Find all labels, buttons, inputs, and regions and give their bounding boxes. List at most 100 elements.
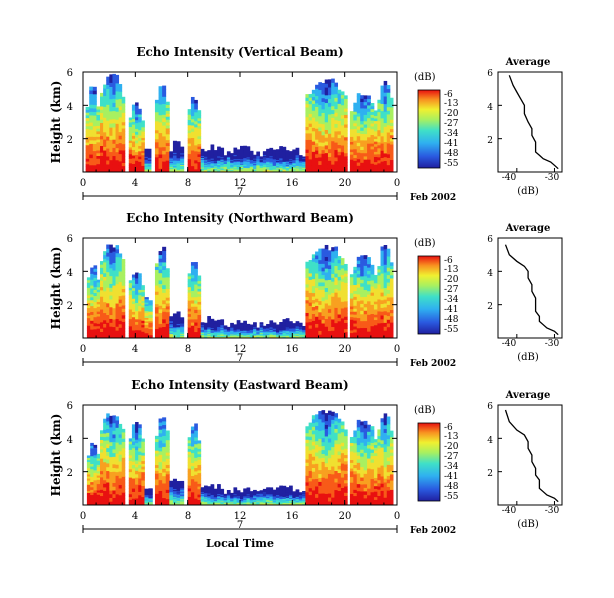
echo-cell [86, 494, 91, 498]
echo-cell [165, 104, 170, 108]
echo-cell [138, 305, 142, 309]
echo-cell [230, 322, 234, 324]
echo-cell [200, 152, 205, 155]
echo-cell [334, 116, 339, 121]
echo-cell [256, 153, 261, 155]
echo-cell [269, 326, 274, 328]
echo-cell [103, 153, 107, 158]
echo-cell [259, 165, 264, 167]
echo-cell [121, 112, 126, 116]
echo-cell [380, 143, 385, 148]
echo-cell [233, 157, 238, 160]
echo-cell [154, 334, 159, 339]
echo-cell [236, 336, 241, 338]
echo-cell [187, 329, 192, 334]
echo-cell [207, 158, 211, 160]
echo-cell [383, 276, 388, 281]
echo-cell [386, 135, 391, 140]
echo-cell [148, 496, 153, 498]
echo-cell [292, 163, 296, 165]
echo-cell [279, 334, 283, 336]
echo-cell [331, 300, 335, 305]
echo-cell [324, 129, 329, 134]
echo-cell [131, 107, 136, 111]
echo-cell [246, 326, 251, 328]
echo-cell [220, 169, 225, 172]
echo-cell [383, 130, 388, 135]
echo-cell [112, 159, 116, 165]
echo-cell [315, 92, 319, 97]
echo-cell [386, 128, 391, 133]
echo-cell [275, 168, 280, 170]
echo-cell [135, 335, 139, 339]
echo-cell [373, 274, 378, 279]
echo-cell [210, 159, 215, 161]
echo-cell [321, 252, 326, 257]
echo-cell [138, 308, 142, 312]
echo-cell [112, 430, 116, 435]
echo-cell [353, 169, 358, 173]
echo-cell [180, 159, 185, 161]
echo-cell [194, 162, 198, 167]
echo-cell [327, 90, 332, 96]
echo-cell [210, 323, 215, 325]
echo-cell [298, 326, 303, 328]
echo-cell [121, 444, 126, 449]
echo-cell [204, 331, 208, 333]
echo-cell [360, 159, 365, 163]
echo-cell [321, 142, 326, 147]
echo-cell [210, 160, 215, 163]
echo-cell [93, 457, 98, 461]
echo-cell [213, 336, 218, 338]
echo-cell [121, 288, 126, 293]
echo-cell [279, 326, 283, 328]
echo-cell [363, 275, 368, 280]
echo-cell [103, 487, 107, 492]
echo-cell [377, 129, 381, 134]
echo-cell [103, 84, 107, 89]
echo-cell [180, 328, 185, 330]
echo-cell [240, 331, 244, 333]
echo-cell [204, 336, 208, 338]
echo-cell [353, 157, 358, 161]
echo-cell [106, 168, 110, 173]
echo-cell [131, 113, 136, 117]
echo-cell [165, 154, 170, 158]
echo-cell [327, 121, 332, 127]
echo-cell [103, 433, 107, 438]
echo-cell [169, 321, 174, 323]
cb-tick-1-7: -55 [444, 325, 459, 335]
echo-cell [109, 460, 113, 465]
echo-cell [340, 158, 345, 163]
echo-cell [289, 162, 293, 164]
echo-cell [154, 490, 159, 494]
echo-cell [148, 491, 153, 493]
echo-cell [96, 279, 101, 283]
echo-cell [253, 164, 257, 166]
echo-cell [259, 158, 264, 160]
echo-cell [147, 154, 152, 156]
echo-cell [386, 161, 391, 166]
echo-cell [89, 93, 94, 98]
echo-cell [131, 157, 136, 162]
echo-cell [154, 117, 159, 122]
echo-cell [169, 330, 174, 333]
echo-cell [285, 150, 290, 152]
echo-cell [269, 326, 274, 329]
echo-cell [96, 109, 101, 113]
echo-cell [233, 335, 238, 337]
echo-cell [259, 162, 264, 164]
echo-cell [233, 156, 238, 159]
echo-cell [262, 163, 267, 165]
echo-cell [109, 267, 113, 273]
echo-cell [295, 323, 300, 325]
echo-cell [240, 161, 244, 163]
echo-cell [302, 327, 306, 329]
echo-cell [356, 324, 361, 329]
echo-cell [377, 308, 381, 312]
echo-cell [334, 138, 339, 143]
echo-cell [353, 299, 358, 303]
echo-cell [331, 109, 335, 115]
echo-cell [89, 97, 94, 102]
echo-cell [308, 263, 313, 267]
